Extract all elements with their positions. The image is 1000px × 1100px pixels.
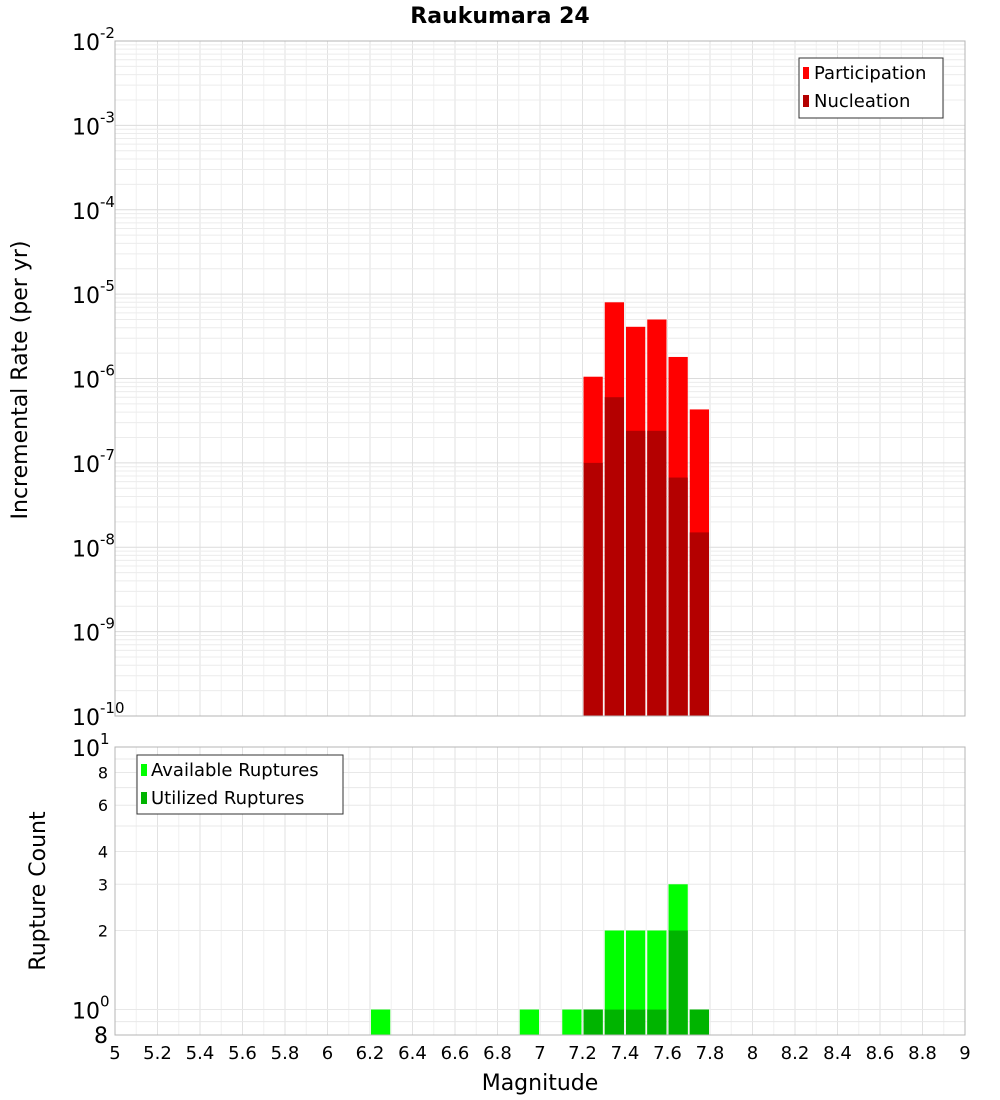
- top-plot-frame: [114, 40, 966, 717]
- nucleation-bar: [604, 397, 624, 716]
- top-y-tick-label: 10-3: [72, 108, 115, 140]
- utilized-bar: [604, 1009, 624, 1035]
- bottom-legend: Available Ruptures Utilized Ruptures: [136, 754, 344, 815]
- bottom-y-tick-label: 6: [98, 796, 108, 815]
- top-legend-box: [798, 57, 944, 119]
- nucleation-bars: [583, 397, 709, 716]
- x-axis-label: Magnitude: [482, 1071, 599, 1096]
- x-tick-label: 7: [534, 1043, 545, 1064]
- x-tick-label: 8.2: [781, 1043, 810, 1064]
- legend-nucleation-swatch: [803, 95, 809, 107]
- utilized-bar: [668, 930, 688, 1035]
- x-tick-label: 6.2: [356, 1043, 385, 1064]
- x-tick-label: 6.4: [398, 1043, 427, 1064]
- available-bar: [371, 1009, 391, 1035]
- top-y-tick-label: 10-8: [72, 530, 115, 562]
- x-tick-labels: 5 5.2 5.4 5.6 5.8 6 6.2 6.4 6.6 6.8 7 7.2 7.4 7.6 7.8 8…: [109, 1043, 970, 1064]
- x-tick-label: 5.8: [271, 1043, 300, 1064]
- bottom-y-tick-label: 4: [98, 842, 108, 861]
- x-tick-label: 7.6: [653, 1043, 682, 1064]
- x-tick-label: 5.4: [186, 1043, 215, 1064]
- x-tick-label: 8.6: [866, 1043, 895, 1064]
- legend-available-label: Available Ruptures: [151, 760, 319, 781]
- nucleation-bar: [668, 477, 688, 716]
- top-y-tick-labels: 10-10 10-9 10-8 10-7 10-6 10-5 10-4 10-3 10-2: [72, 24, 125, 731]
- available-bar: [519, 1009, 539, 1035]
- nucleation-bar: [626, 430, 646, 716]
- x-tick-label: 8: [747, 1043, 758, 1064]
- bottom-plot-frame: [114, 746, 966, 1036]
- nucleation-bar: [689, 532, 709, 716]
- bottom-y-tick-label: 8: [98, 763, 108, 782]
- x-tick-label: 6: [322, 1043, 333, 1064]
- legend-participation-swatch: [803, 67, 809, 79]
- utilized-bar: [647, 1009, 667, 1035]
- x-tick-label: 5.2: [143, 1043, 172, 1064]
- nucleation-bar: [583, 462, 603, 716]
- top-y-tick-label: 10-7: [72, 446, 115, 478]
- bottom-y-tick-label: 3: [98, 875, 108, 894]
- legend-utilized-swatch: [141, 792, 147, 804]
- x-tick-label: 9: [959, 1043, 970, 1064]
- x-tick-label: 5.6: [228, 1043, 257, 1064]
- nucleation-bar: [647, 430, 667, 716]
- bottom-y-tick-label: 8: [94, 1024, 108, 1049]
- top-y-tick-label: 10-9: [72, 615, 115, 647]
- top-legend: Participation Nucleation: [798, 57, 944, 119]
- bottom-y-tick-label: 2: [98, 922, 108, 941]
- top-grid: [114, 41, 966, 717]
- x-tick-label: 8.8: [908, 1043, 937, 1064]
- legend-utilized-label: Utilized Ruptures: [151, 788, 304, 809]
- top-y-tick-label: 10-5: [72, 277, 115, 309]
- utilized-bars: [583, 930, 709, 1035]
- bottom-y-tick-label: 100: [72, 993, 110, 1025]
- utilized-bar: [689, 1009, 709, 1035]
- top-y-tick-label: 10-6: [72, 362, 115, 394]
- bottom-y-axis-label: Rupture Count: [26, 811, 51, 971]
- x-tick-label: 6.6: [441, 1043, 470, 1064]
- x-tick-label: 7.8: [696, 1043, 725, 1064]
- available-bar: [562, 1009, 582, 1035]
- top-y-tick-label: 10-4: [72, 193, 115, 225]
- x-tick-label: 7.4: [611, 1043, 640, 1064]
- available-bar: [626, 930, 646, 1035]
- x-tick-label: 7.2: [568, 1043, 597, 1064]
- chart-title: Raukumara 24: [410, 4, 589, 29]
- top-y-tick-label: 10-10: [72, 699, 125, 731]
- bottom-legend-box: [136, 754, 344, 815]
- top-y-tick-label: 10-2: [72, 24, 115, 56]
- x-tick-label: 5: [109, 1043, 120, 1064]
- top-y-axis-label: Incremental Rate (per yr): [8, 241, 33, 520]
- utilized-bar: [626, 1009, 646, 1035]
- utilized-bar: [583, 1009, 603, 1035]
- available-bar: [604, 930, 624, 1035]
- legend-participation-label: Participation: [814, 63, 926, 84]
- bottom-y-tick-label: 101: [72, 730, 110, 762]
- legend-available-swatch: [141, 764, 147, 776]
- available-bar: [647, 930, 667, 1035]
- x-tick-label: 6.8: [483, 1043, 512, 1064]
- legend-nucleation-label: Nucleation: [814, 91, 910, 112]
- x-tick-label: 8.4: [823, 1043, 852, 1064]
